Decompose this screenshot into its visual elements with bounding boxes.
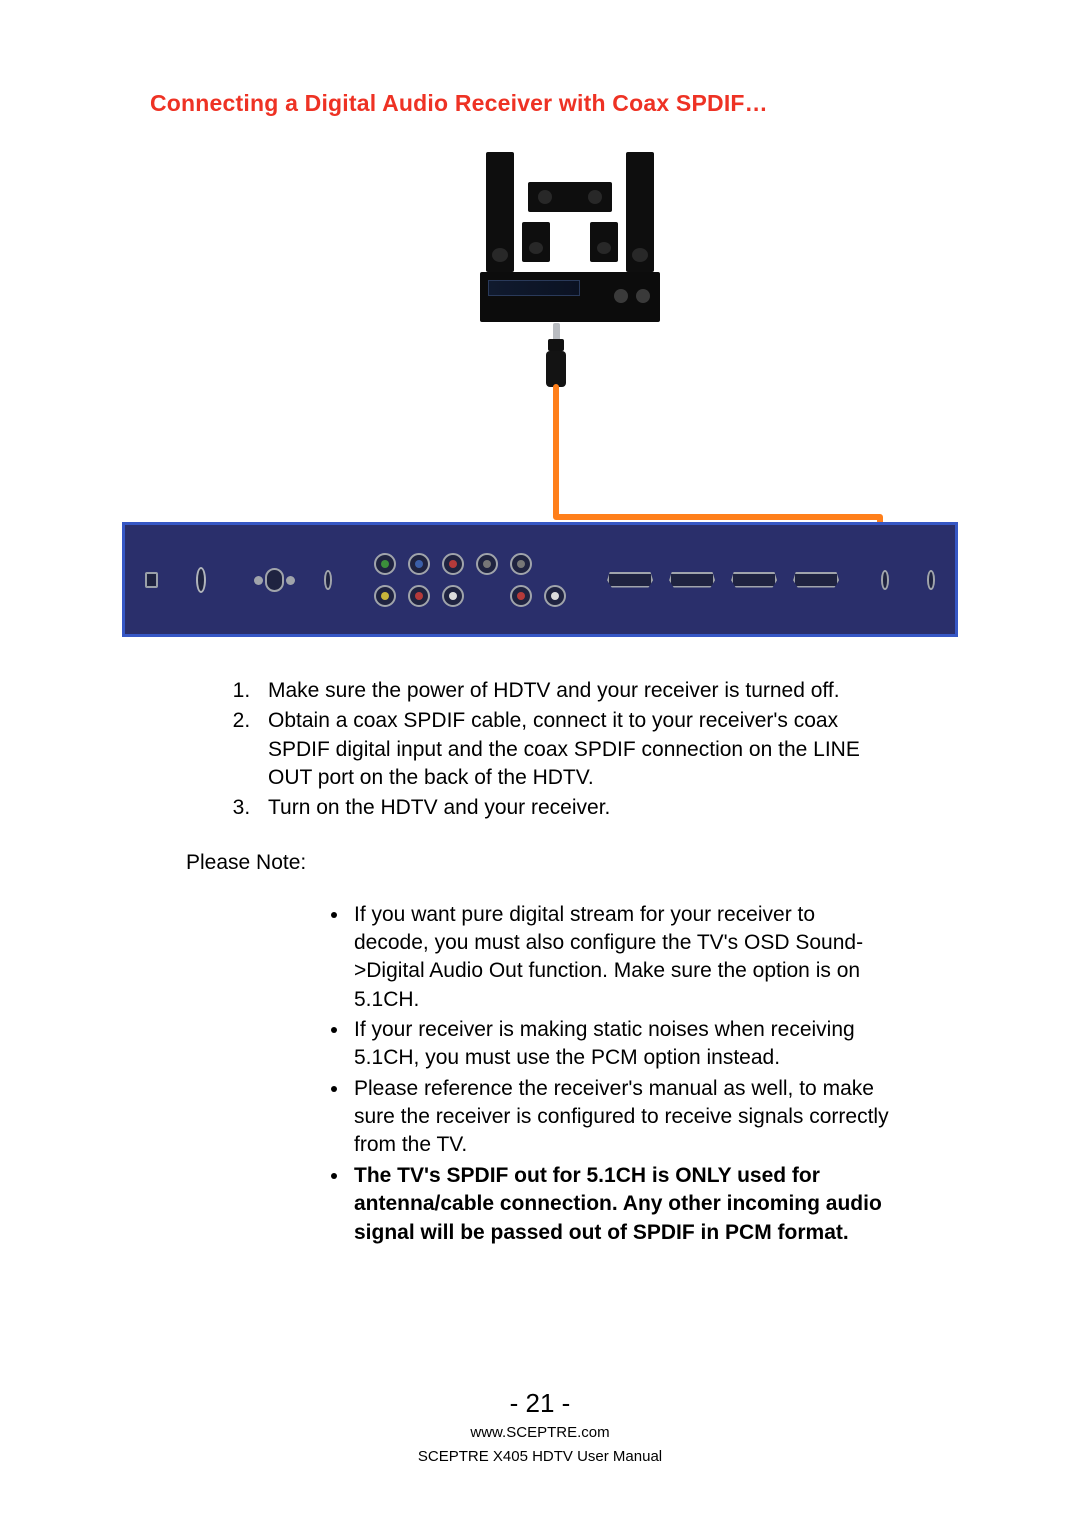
speaker-tall-right-icon (626, 152, 654, 272)
note-item: If your receiver is making static noises… (350, 1016, 890, 1073)
rca-plain-icon (476, 553, 498, 575)
audio-jack-icon (324, 570, 332, 590)
spdif-out-icon (881, 570, 889, 590)
usb-port-icon (145, 572, 158, 588)
page-footer: - 21 - www.SCEPTRE.com SCEPTRE X405 HDTV… (0, 1388, 1080, 1466)
receiver-illustration (480, 152, 660, 322)
antenna-port-icon (196, 567, 206, 593)
hdmi-port-icon (669, 572, 715, 588)
instruction-step: Make sure the power of HDTV and your rec… (256, 677, 894, 705)
speaker-tall-left-icon (486, 152, 514, 272)
speaker-center-icon (528, 182, 612, 212)
section-title: Connecting a Digital Audio Receiver with… (150, 90, 930, 117)
amplifier-icon (480, 272, 660, 322)
rca-pr-icon (442, 553, 464, 575)
speaker-small-left-icon (522, 222, 550, 262)
component-av-block (374, 553, 566, 607)
please-note-label: Please Note: (150, 851, 930, 875)
hdmi-port-icon (793, 572, 839, 588)
rca-audio-r-icon (408, 585, 430, 607)
manual-page: Connecting a Digital Audio Receiver with… (0, 0, 1080, 1532)
instruction-steps: Make sure the power of HDTV and your rec… (150, 677, 930, 823)
rca-plug-icon (545, 323, 567, 387)
rca-video-icon (374, 585, 396, 607)
rca-y-icon (374, 553, 396, 575)
notes-list: If you want pure digital stream for your… (150, 901, 930, 1247)
rca-pb-icon (408, 553, 430, 575)
rca-out-l-icon (544, 585, 566, 607)
hdmi-group (607, 572, 839, 588)
speaker-small-right-icon (590, 222, 618, 262)
instruction-step: Turn on the HDTV and your receiver. (256, 794, 894, 822)
note-item: If you want pure digital stream for your… (350, 901, 890, 1014)
connection-diagram (150, 147, 930, 637)
hdmi-port-icon (607, 572, 653, 588)
footer-url: www.SCEPTRE.com (0, 1423, 1080, 1443)
tv-port-panel (122, 522, 958, 637)
instruction-step: Obtain a coax SPDIF cable, connect it to… (256, 707, 894, 792)
note-item: The TV's SPDIF out for 5.1CH is ONLY use… (350, 1162, 890, 1247)
note-item: Please reference the receiver's manual a… (350, 1075, 890, 1160)
vga-port-icon (265, 568, 284, 592)
rca-out-r-icon (510, 585, 532, 607)
headphone-out-icon (927, 570, 935, 590)
page-number: - 21 - (0, 1388, 1080, 1419)
rca-audio-l-icon (442, 585, 464, 607)
hdmi-port-icon (731, 572, 777, 588)
footer-manual-name: SCEPTRE X405 HDTV User Manual (0, 1447, 1080, 1467)
rca-plain-icon (510, 553, 532, 575)
